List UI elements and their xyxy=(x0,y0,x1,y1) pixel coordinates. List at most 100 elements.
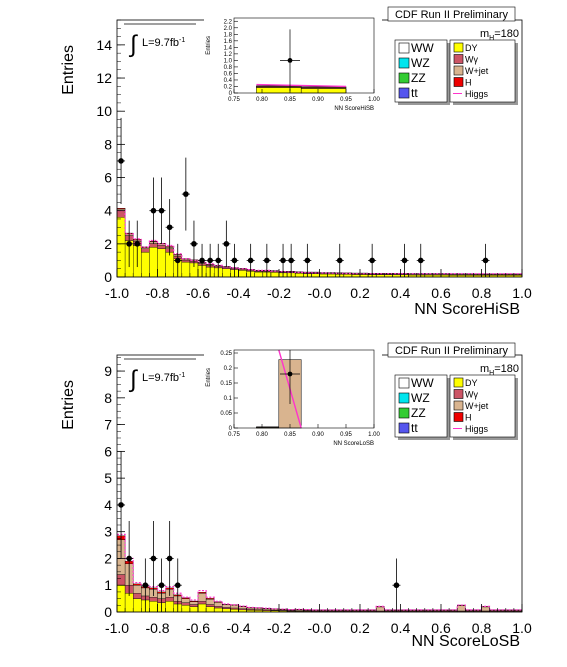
y-tick-label: 6 xyxy=(104,170,112,186)
legend-label-t2: t xyxy=(414,86,418,100)
header-box xyxy=(387,342,516,358)
hist-bar-dy xyxy=(205,606,215,613)
data-point xyxy=(288,257,294,264)
legend-swatch xyxy=(398,72,410,84)
hist-bar-wgamma xyxy=(133,593,142,599)
data-point xyxy=(199,257,205,264)
hist-bar-wgamma xyxy=(165,597,174,602)
inset-bar-wjet xyxy=(256,426,280,428)
inset-y-tick-label: 0.2 xyxy=(224,366,233,372)
y-tick-label: 1 xyxy=(104,577,112,593)
legend-label: ZZ xyxy=(411,406,426,420)
data-point xyxy=(393,582,400,589)
legend-swatch xyxy=(453,400,464,411)
x-tick-label: 0.8 xyxy=(472,620,492,636)
hist-bar-dy xyxy=(311,273,320,278)
data-point xyxy=(118,158,124,164)
hist-bar-h xyxy=(197,592,207,594)
hist-bar-wjet xyxy=(197,593,207,602)
hist-bar-h xyxy=(465,609,474,611)
lumi-label: L=9.7fb-1 xyxy=(142,37,185,49)
hist-bar-dy xyxy=(141,251,150,278)
data-point xyxy=(207,257,213,264)
hist-bar-wgamma xyxy=(197,601,207,605)
x-tick-label: -0.8 xyxy=(145,285,169,301)
hist-bar-dy xyxy=(165,601,174,613)
hist-bar-dy xyxy=(197,603,207,613)
hist-bar-dy xyxy=(270,272,280,278)
hist-bar-dy xyxy=(149,246,158,278)
hist-bar-dy xyxy=(254,271,263,278)
hist-bar-h xyxy=(205,598,215,600)
inset-x-tick-label: 0.75 xyxy=(228,432,240,438)
data-point xyxy=(166,555,173,562)
x-tick-label: -1.0 xyxy=(105,620,129,636)
inset-data-point xyxy=(287,57,293,63)
hist-bar-wgamma xyxy=(181,259,191,263)
inset-y-tick-label: 0.2 xyxy=(224,84,233,90)
inset-y-tick-label: 0 xyxy=(229,91,233,97)
inset-data-point xyxy=(287,371,293,377)
legend-label: tt xyxy=(411,421,418,435)
x-tick-label: 0.8 xyxy=(472,285,492,301)
inset-y-tick-label: 0.8 xyxy=(224,65,233,71)
data-point xyxy=(126,555,132,562)
hist-bar-h xyxy=(222,604,231,605)
y-tick-label: 4 xyxy=(104,497,112,513)
data-point xyxy=(417,257,424,264)
hist-bar-dy xyxy=(189,606,199,613)
header-box xyxy=(387,6,516,22)
inset-higgs-line xyxy=(256,83,347,88)
hist-bar-h xyxy=(432,609,442,611)
inset-x-tick-label: 0.90 xyxy=(312,432,324,438)
inset-x-tick-label: 0.85 xyxy=(284,97,296,103)
hist-bar-wgamma xyxy=(149,597,158,602)
mass-label-m: m xyxy=(480,28,489,40)
hist-bar-dy xyxy=(133,598,142,613)
y-tick-label: 0 xyxy=(104,604,112,620)
data-point xyxy=(142,582,149,589)
inset-y-axis-title: Entries xyxy=(206,36,212,55)
inset-x-tick-label: 1.00 xyxy=(368,97,380,103)
hist-bar-dy xyxy=(124,593,134,613)
hist-bar-dy xyxy=(327,273,336,278)
hist-bar-wjet xyxy=(238,606,247,609)
data-point xyxy=(183,191,189,197)
inset-bar-wjet xyxy=(300,86,347,88)
y-tick-label: 12 xyxy=(96,70,112,86)
inset-frame xyxy=(233,17,375,94)
hist-bar-wgamma xyxy=(214,606,223,609)
lumi-label-text: L=9.7fb xyxy=(142,372,179,384)
legend-label: WW xyxy=(411,41,434,55)
hist-bar-wgamma xyxy=(116,574,126,586)
data-point xyxy=(336,257,343,264)
x-axis-title: NN ScoreHiSB xyxy=(414,301,520,318)
x-tick-label: 1.0 xyxy=(512,285,532,301)
data-point xyxy=(150,207,157,214)
hist-bar-wgamma xyxy=(222,607,231,609)
inset-y-axis-title: Entries xyxy=(206,368,212,387)
legend-swatch xyxy=(453,65,464,76)
inset-y-tick-label: 0.15 xyxy=(220,381,232,387)
inset-x-tick-label: 1.00 xyxy=(368,432,380,438)
hist-bar-dy xyxy=(116,217,126,278)
x-tick-label: -0.8 xyxy=(145,620,169,636)
hist-bar-dy xyxy=(214,607,223,613)
data-point xyxy=(215,257,222,264)
inset-x-tick-label: 0.80 xyxy=(256,97,268,103)
data-point xyxy=(174,582,181,589)
hist-bar-dy xyxy=(222,608,231,613)
inset-bar-dy xyxy=(256,87,302,94)
y-axis-title: Entries xyxy=(60,380,77,430)
x-tick-label: 0.2 xyxy=(350,285,370,301)
mass-label-sub: H xyxy=(489,370,494,377)
mass-label-m: m xyxy=(480,363,489,375)
x-tick-label: -0.4 xyxy=(226,620,250,636)
x-tick-label: -0.6 xyxy=(186,285,210,301)
data-point xyxy=(482,257,489,264)
x-tick-label: 0.4 xyxy=(391,285,411,301)
integral-icon: ∫ xyxy=(128,31,138,58)
legend-swatch xyxy=(453,389,464,399)
inset-y-tick-label: 0.05 xyxy=(220,411,232,417)
inset-y-tick-label: 1.6 xyxy=(224,39,233,45)
